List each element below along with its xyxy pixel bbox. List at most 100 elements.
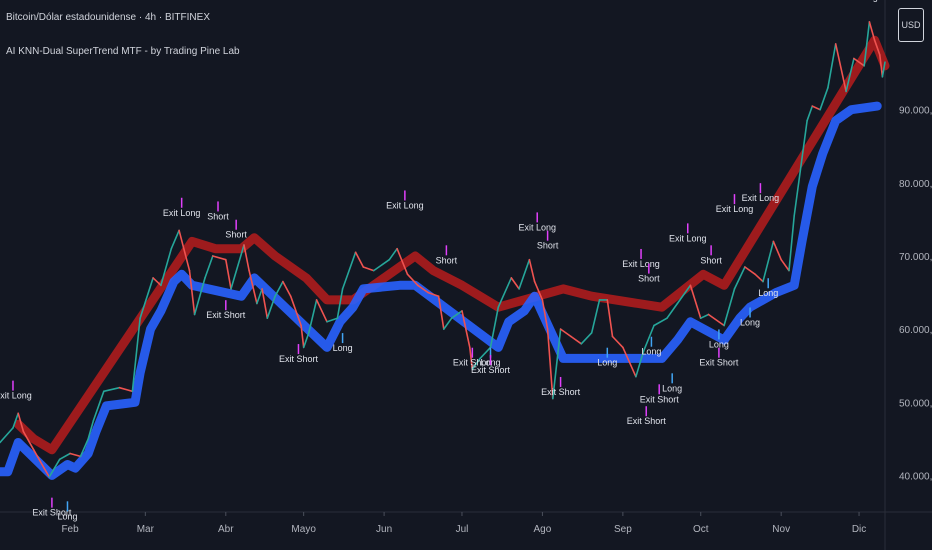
price-segment <box>635 350 645 378</box>
price-segment <box>256 288 263 305</box>
price-segment <box>707 313 725 327</box>
price-segment <box>559 328 572 338</box>
price-segment <box>230 244 245 290</box>
price-axis-label: 80.000,0 <box>899 179 932 190</box>
price-segment <box>274 280 284 298</box>
price-segment <box>336 288 344 320</box>
price-segment <box>546 328 554 400</box>
price-segment <box>248 269 258 305</box>
price-segment <box>289 295 302 327</box>
price-segment <box>427 291 440 298</box>
signal-label: Long <box>641 347 661 357</box>
price-segment <box>780 258 790 272</box>
signal-label: Exit Short <box>640 394 680 404</box>
price-segment <box>17 412 25 433</box>
price-segment <box>302 331 310 349</box>
time-axis-label: Abr <box>218 524 234 535</box>
price-segment <box>372 258 391 272</box>
price-segment <box>723 288 736 327</box>
price-segment <box>282 280 292 298</box>
price-segment <box>622 346 637 378</box>
signal-label: Short <box>700 255 722 265</box>
price-segment <box>22 430 35 451</box>
price-segment <box>479 346 492 360</box>
price-segment <box>341 251 357 290</box>
time-axis-label: Jun <box>376 524 392 535</box>
price-segment <box>416 284 430 294</box>
price-segment <box>103 386 121 393</box>
signal-label: Exit Long <box>0 391 32 401</box>
time-axis-label: Jul <box>456 524 469 535</box>
price-segment <box>225 258 232 290</box>
signal-label: Exit Long <box>163 208 201 218</box>
price-axis-label: 70.000,0 <box>899 252 932 263</box>
signal-label: Short <box>207 211 229 221</box>
price-axis-label: 60.000,0 <box>899 325 932 336</box>
price-segment <box>442 317 453 330</box>
price-segment <box>793 119 808 217</box>
price-segment <box>131 317 141 393</box>
price-segment <box>188 269 196 316</box>
price-segment <box>92 390 105 422</box>
price-segment <box>300 324 305 349</box>
signal-label: Long <box>709 339 729 349</box>
price-segment <box>827 43 837 89</box>
signal-label: Exit Short <box>279 354 319 364</box>
price-segment <box>541 299 549 330</box>
price-segment <box>69 452 82 458</box>
price-segment <box>811 105 821 111</box>
price-segment <box>699 313 710 320</box>
signal-label: Long <box>333 343 353 353</box>
price-segment <box>468 346 474 371</box>
time-axis-label: Mayo <box>291 524 316 535</box>
signal-label: Exit Long <box>716 204 754 214</box>
signal-label: Exit Long <box>742 193 780 203</box>
price-segment <box>845 57 855 93</box>
bear-supertrend-band <box>13 35 890 455</box>
symbol-title: Bitcoin/Dólar estadounidense · 4h · BITF… <box>6 12 210 23</box>
indicator-title: AI KNN-Dual SuperTrend MTF - by Trading … <box>6 46 240 57</box>
price-segment <box>193 277 206 316</box>
price-segment <box>744 266 757 276</box>
price-segment <box>689 284 702 320</box>
signal-label: Long <box>758 288 778 298</box>
price-segment <box>551 328 562 400</box>
price-axis-label: 40.000,0 <box>899 471 932 482</box>
price-segment <box>354 251 365 268</box>
currency-button[interactable]: USD <box>898 8 924 42</box>
price-segment <box>533 280 544 301</box>
time-axis-label: Sep <box>614 524 632 535</box>
price-segment <box>170 229 180 250</box>
price-segment <box>139 277 154 320</box>
price-segment <box>461 310 471 349</box>
price-segment <box>396 247 409 276</box>
price-segment <box>48 458 61 478</box>
price-segment <box>590 299 601 334</box>
price-segment <box>853 57 866 67</box>
signal-label: Short <box>225 230 247 240</box>
price-segment <box>642 324 655 352</box>
signal-label: Long <box>57 511 77 521</box>
price-segment <box>315 299 328 323</box>
price-segment <box>762 240 775 283</box>
signal-label: Exit Short <box>32 508 72 518</box>
price-segment <box>570 335 583 345</box>
signal-label: Long <box>662 383 682 393</box>
price-segment <box>243 244 250 272</box>
price-segment <box>666 302 679 320</box>
price-segment <box>489 306 500 349</box>
time-axis-label: Dic <box>852 524 866 535</box>
price-segment <box>754 273 764 283</box>
price-segment <box>471 357 481 371</box>
price-segment <box>450 310 463 320</box>
price-segment <box>788 215 796 272</box>
price-segment <box>528 258 536 283</box>
signal-label: Long <box>597 358 617 368</box>
price-segment <box>362 266 375 272</box>
price-segment <box>43 467 51 478</box>
price-segment <box>806 105 814 122</box>
price-segment <box>0 427 14 444</box>
price-segment <box>152 277 162 287</box>
